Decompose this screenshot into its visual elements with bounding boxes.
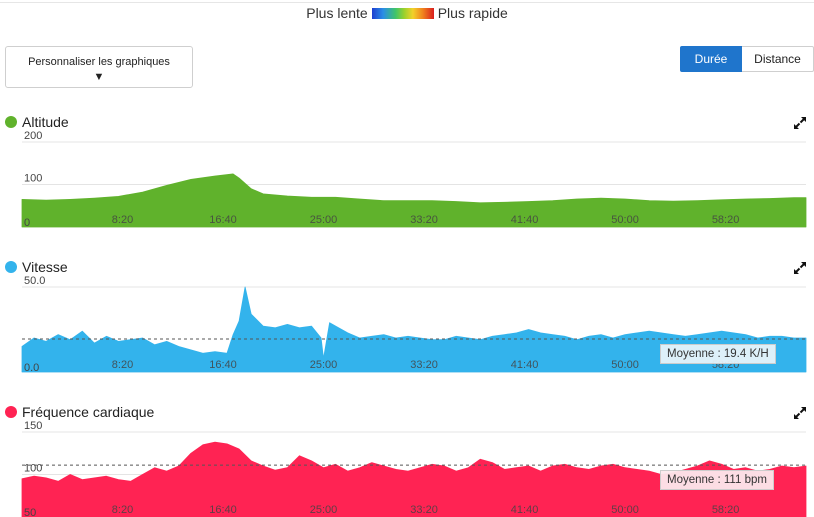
speed-color-legend: Plus lente Plus rapide: [0, 5, 814, 21]
x-tick-label: 58:20: [712, 214, 740, 226]
x-tick-label: 8:20: [112, 359, 133, 371]
slow-label: Plus lente: [306, 5, 368, 21]
x-tick-label: 41:40: [511, 504, 539, 516]
heart-rate-chart: 150 100 50 8:20 16:40 25:00 33:20 41:40 50:00 58:…: [21, 420, 807, 517]
x-tick-label: 25:00: [310, 214, 338, 226]
x-tick-label: 25:00: [310, 504, 338, 516]
heart-rate-color-dot: [5, 406, 17, 418]
y-tick-label: 150: [24, 420, 42, 432]
heart-rate-chart-title: Fréquence cardiaque: [5, 404, 154, 420]
x-tick-label: 33:20: [410, 359, 438, 371]
altitude-chart: 200 100 0 8:20 16:40 25:00 33:20 41:40 50:00 58:2…: [21, 130, 807, 229]
x-tick-label: 41:40: [511, 214, 539, 226]
x-tick-label: 33:20: [410, 214, 438, 226]
expand-icon[interactable]: [792, 260, 808, 276]
x-tick-label: 58:20: [712, 504, 740, 516]
caret-down-icon: ▼: [93, 71, 105, 83]
y-tick-label: 100: [24, 463, 42, 475]
x-tick-label: 50:00: [611, 359, 639, 371]
x-axis-toggle: Durée Distance: [680, 46, 814, 72]
x-tick-label: 16:40: [209, 359, 237, 371]
x-tick-label: 8:20: [112, 504, 133, 516]
y-tick-label: 50: [24, 507, 36, 517]
fast-label: Plus rapide: [437, 5, 508, 21]
expand-icon[interactable]: [792, 115, 808, 131]
expand-icon[interactable]: [792, 405, 808, 421]
speed-color-dot: [5, 261, 17, 273]
speed-average-label: Moyenne : 19.4 K/H: [660, 344, 776, 364]
x-tick-label: 16:40: [209, 214, 237, 226]
series-area: [21, 441, 807, 517]
x-tick-label: 8:20: [112, 214, 133, 226]
y-tick-label: 0.0: [24, 362, 39, 374]
x-tick-label: 50:00: [611, 214, 639, 226]
x-tick-label: 16:40: [209, 504, 237, 516]
altitude-title-text: Altitude: [22, 114, 69, 130]
toggle-distance-button[interactable]: Distance: [742, 46, 814, 72]
heart-rate-title-text: Fréquence cardiaque: [22, 404, 155, 420]
speed-chart-title: Vitesse: [5, 259, 68, 275]
y-tick-label: 200: [24, 130, 42, 142]
y-tick-label: 0: [24, 217, 30, 229]
series-area: [21, 286, 807, 373]
customize-charts-button[interactable]: Personnaliser les graphiques ▼: [5, 46, 193, 88]
heart-rate-average-label: Moyenne : 111 bpm: [660, 470, 774, 490]
x-tick-label: 33:20: [410, 504, 438, 516]
altitude-color-dot: [5, 116, 17, 128]
y-tick-label: 100: [24, 173, 42, 185]
x-tick-label: 25:00: [310, 359, 338, 371]
speed-gradient-bar: [371, 7, 434, 19]
toggle-duration-button[interactable]: Durée: [680, 46, 742, 72]
x-tick-label: 41:40: [511, 359, 539, 371]
x-tick-label: 50:00: [611, 504, 639, 516]
top-divider: [0, 2, 814, 3]
customize-charts-label: Personnaliser les graphiques: [28, 56, 170, 68]
altitude-chart-title: Altitude: [5, 114, 69, 130]
y-tick-label: 50.0: [24, 275, 45, 287]
speed-title-text: Vitesse: [22, 259, 68, 275]
series-area: [21, 173, 807, 228]
